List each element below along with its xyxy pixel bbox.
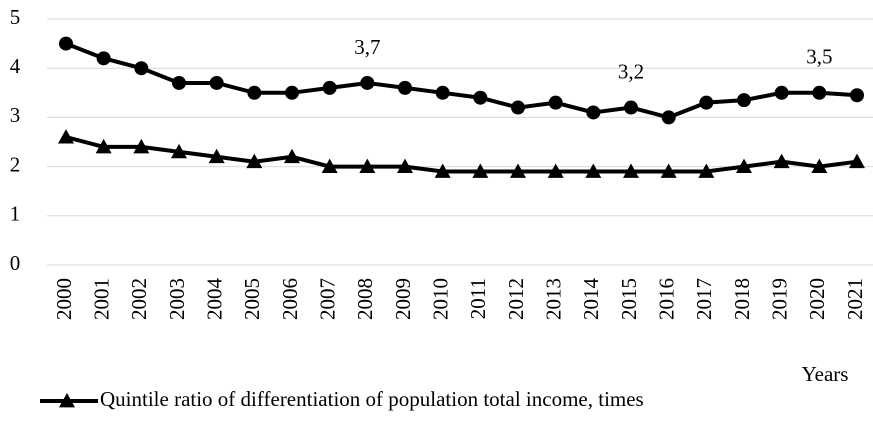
- point: [435, 85, 450, 100]
- x-tick-label: 2008: [353, 278, 377, 320]
- point: [472, 163, 489, 178]
- x-axis-label: Years: [802, 362, 849, 385]
- point: [548, 95, 563, 110]
- x-tick-label: 2018: [730, 278, 754, 320]
- legend-label: Quintile ratio of differentiation of pop…: [100, 387, 644, 411]
- chart: Years 0 1 2 3 4 5 2000 2001 2002 2003 2004 2005 2006…: [10, 5, 873, 386]
- legend: Quintile ratio of differentiation of pop…: [40, 385, 770, 414]
- point: [661, 110, 676, 125]
- point: [172, 75, 186, 90]
- y-tick-label: 1: [10, 202, 21, 226]
- point: [96, 51, 111, 66]
- x-tick-label: 2021: [843, 278, 867, 320]
- x-tick-label: 2016: [654, 278, 678, 320]
- point: [511, 100, 525, 115]
- x-tick-label: 2020: [805, 278, 829, 320]
- series-line: [65, 135, 858, 174]
- y-tick-label: 3: [10, 103, 21, 127]
- point: [473, 90, 488, 105]
- x-tick-label: 2006: [278, 278, 302, 320]
- x-tick-label: 2000: [52, 278, 76, 320]
- x-tick-label: 2012: [504, 278, 528, 320]
- x-tick-label: 2003: [165, 278, 189, 320]
- point: [698, 163, 715, 178]
- point: [586, 105, 601, 120]
- data-label: 3,5: [806, 45, 832, 69]
- legend-marker: [40, 393, 98, 408]
- point: [134, 61, 149, 76]
- y-tick-label: 5: [10, 5, 21, 29]
- point: [660, 163, 677, 178]
- x-tick-label: 2013: [541, 278, 565, 320]
- point: [95, 138, 112, 154]
- point: [59, 36, 73, 51]
- x-tick-label: 2014: [579, 278, 603, 321]
- point: [510, 163, 526, 178]
- x-tick-label: 2010: [428, 278, 452, 320]
- point: [285, 85, 299, 100]
- point: [624, 100, 638, 115]
- point: [623, 163, 639, 178]
- x-tick-label: 2004: [202, 278, 226, 321]
- data-label: 3,2: [618, 59, 644, 83]
- y-tick-label: 2: [10, 152, 21, 176]
- point: [360, 75, 375, 90]
- point: [811, 158, 828, 173]
- x-tick-label: 2005: [240, 278, 264, 320]
- x-tick-label: 2019: [767, 278, 791, 320]
- x-tick-label: 2001: [89, 278, 113, 320]
- point: [359, 158, 376, 173]
- point: [284, 148, 300, 164]
- point: [774, 85, 789, 100]
- point: [585, 163, 602, 178]
- point: [171, 143, 187, 159]
- point: [849, 153, 865, 169]
- point: [209, 75, 224, 90]
- x-tick-label: 2011: [466, 278, 490, 319]
- point: [208, 148, 225, 164]
- point: [322, 80, 337, 95]
- point: [434, 163, 451, 178]
- point: [773, 153, 790, 169]
- point: [699, 95, 714, 110]
- x-tick-label: 2007: [315, 278, 339, 320]
- point: [133, 138, 150, 154]
- x-tick-label: 2015: [617, 278, 641, 320]
- x-tick-label: 2002: [127, 278, 151, 320]
- x-tick-label: 2017: [692, 278, 716, 320]
- point: [398, 80, 412, 95]
- point: [58, 129, 74, 144]
- point: [246, 153, 263, 169]
- point: [812, 85, 827, 100]
- point: [397, 158, 413, 173]
- point: [321, 158, 338, 173]
- point: [736, 158, 752, 173]
- series-line: [65, 41, 858, 120]
- point: [737, 93, 751, 108]
- y-tick-label: 4: [10, 54, 21, 78]
- point: [547, 163, 564, 178]
- data-label: 3,7: [354, 35, 380, 59]
- legend-symbol: [59, 393, 75, 408]
- point: [850, 88, 864, 103]
- y-tick-label: 0: [10, 251, 21, 275]
- point: [247, 85, 262, 100]
- x-tick-label: 2009: [391, 278, 415, 320]
